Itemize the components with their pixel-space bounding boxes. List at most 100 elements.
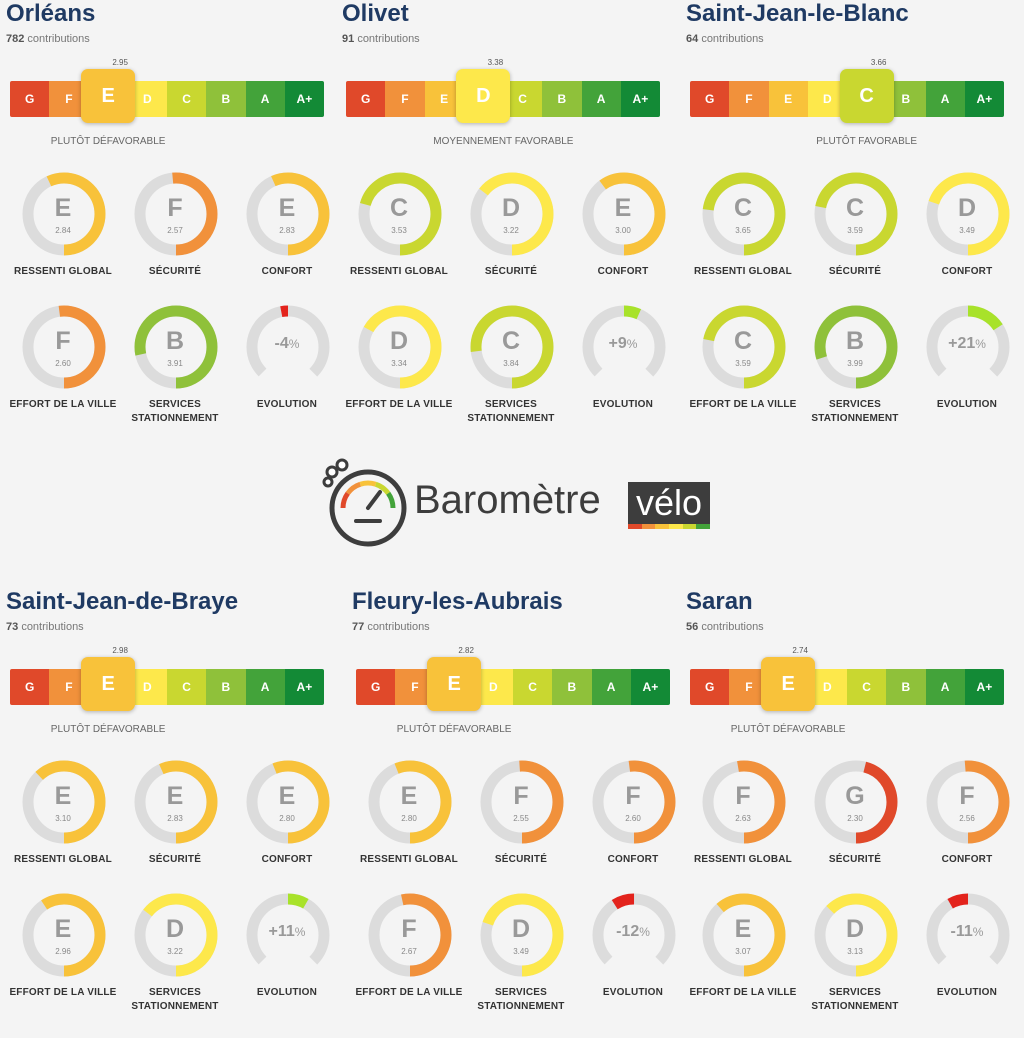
gauge-fill — [368, 760, 452, 844]
overall-score: 3.38 — [487, 58, 504, 67]
overall-score: 2.98 — [112, 646, 128, 655]
evolution-unit: % — [294, 925, 306, 939]
gauge-grade: F — [401, 915, 417, 943]
evolution-unit: % — [288, 337, 300, 351]
gauge-label: CONFORT — [261, 854, 313, 865]
city-name: Fleury-les-Aubrais — [352, 588, 563, 615]
contribution-count: 782 contributions — [6, 33, 90, 45]
gauge-grade: E — [166, 782, 184, 810]
gauge-grade: C — [389, 194, 409, 222]
overall-verdict: MOYENNEMENT FAVORABLE — [433, 136, 574, 147]
gauge-services: B 3.91 SERVICES STATIONNEMENT — [120, 305, 230, 425]
gauge-ring — [246, 305, 330, 389]
gauge-label: SÉCURITÉ — [828, 266, 882, 277]
gauge-label: EFFORT DE LA VILLE — [345, 399, 453, 410]
gauge-score: 2.30 — [847, 814, 863, 823]
scale-grade: B — [206, 81, 246, 117]
gauge-score: 2.83 — [167, 814, 183, 823]
rating-scale-bar: GFEDCBAA+ — [10, 669, 324, 705]
gauge-fill — [926, 760, 1010, 844]
gauge-ring — [926, 760, 1010, 844]
gauge-effort: F 2.67 EFFORT DE LA VILLE — [354, 893, 464, 1013]
gauge-fill — [22, 172, 106, 256]
contribution-label: contributions — [357, 33, 420, 45]
overall-grade-box: E — [427, 657, 482, 711]
scale-grade: A+ — [284, 81, 324, 117]
gauge-grade: E — [614, 194, 632, 222]
barometre-velo-logo: Baromètre vélo — [322, 458, 722, 550]
gauge-ring — [246, 760, 330, 844]
rating-scale: GFEDCBAA+C 3.66 PLUTÔT FAVORABLE — [690, 58, 1004, 147]
gauge-fill — [22, 760, 106, 844]
gauge-fill — [22, 305, 106, 389]
speedometer-icon — [322, 458, 407, 547]
gauge-label: SERVICES STATIONNEMENT — [467, 399, 555, 424]
evolution-marker — [582, 305, 666, 389]
gauge-securite: F 2.57 SÉCURITÉ — [120, 172, 230, 292]
evolution-unit: % — [626, 337, 638, 351]
scale-grade: A — [245, 81, 285, 117]
gauge-securite: E 2.83 SÉCURITÉ — [120, 760, 230, 880]
gauge-grade: E — [54, 782, 72, 810]
rating-scale: GFEDCBAA+E 2.98 PLUTÔT DÉFAVORABLE — [10, 646, 324, 735]
rating-scale: GFEDCBAA+E 2.95 PLUTÔT DÉFAVORABLE — [10, 58, 324, 147]
scale-grade: B — [542, 81, 582, 117]
gauge-label: SÉCURITÉ — [148, 854, 202, 865]
gauge-ring — [702, 172, 786, 256]
gauge-fill — [358, 305, 442, 389]
gauge-confort: D 3.49 CONFORT — [912, 172, 1022, 292]
gauge-effort: F 2.60 EFFORT DE LA VILLE — [8, 305, 118, 425]
gauge-score: 3.00 — [615, 226, 631, 235]
gauge-grade: E — [54, 915, 72, 943]
gauge-ring — [134, 172, 218, 256]
gauge-fill — [358, 172, 442, 256]
gauge-grade: E — [734, 915, 752, 943]
gauge-ring — [22, 305, 106, 389]
gauge-fill — [480, 760, 564, 844]
gauge-label: EFFORT DE LA VILLE — [9, 987, 117, 998]
contribution-count: 73 contributions — [6, 621, 84, 633]
scale-grade: G — [10, 669, 50, 705]
gauge-ring — [134, 893, 218, 977]
gauge-effort: D 3.34 EFFORT DE LA VILLE — [344, 305, 454, 425]
scale-grade: G — [690, 81, 730, 117]
gauge-label: CONFORT — [597, 266, 649, 277]
gauge-grade: F — [959, 782, 975, 810]
gauge-ring — [814, 172, 898, 256]
gauge-ring — [702, 305, 786, 389]
gauge-effort: C 3.59 EFFORT DE LA VILLE — [688, 305, 798, 425]
gauge-ring — [582, 172, 666, 256]
gauge-ring — [358, 305, 442, 389]
gauge-confort: F 2.60 CONFORT — [578, 760, 688, 880]
gauge-fill — [814, 305, 898, 389]
rating-scale: GFEDCBAA+E 2.74 PLUTÔT DÉFAVORABLE — [690, 646, 1004, 735]
gauge-ring — [926, 893, 1010, 977]
evolution-number: -4 — [274, 335, 289, 352]
gauge-ring — [814, 893, 898, 977]
gauge-securite: F 2.55 SÉCURITÉ — [466, 760, 576, 880]
gauge-score: 2.56 — [959, 814, 975, 823]
gauge-fill — [470, 305, 554, 389]
scale-grade: E — [768, 81, 808, 117]
gauge-score: 3.10 — [55, 814, 71, 823]
gauge-ring — [22, 893, 106, 977]
scale-grade: G — [356, 669, 396, 705]
gauge-ring — [246, 172, 330, 256]
scale-grade: F — [385, 81, 425, 117]
gauge-score: 2.60 — [625, 814, 641, 823]
scale-grade: A — [591, 669, 631, 705]
gauge-securite: C 3.59 SÉCURITÉ — [800, 172, 910, 292]
contribution-count: 91 contributions — [342, 33, 420, 45]
gauge-score: 3.07 — [735, 947, 751, 956]
city-name: Orléans — [6, 0, 96, 27]
contribution-number: 73 — [6, 621, 19, 633]
scale-grade: A+ — [964, 81, 1004, 117]
scale-grade: A+ — [964, 669, 1004, 705]
gauge-label: SERVICES STATIONNEMENT — [131, 987, 219, 1012]
contribution-label: contributions — [701, 621, 764, 633]
evolution-marker — [246, 305, 330, 389]
gauge-score: 2.80 — [401, 814, 417, 823]
gauge-services: C 3.84 SERVICES STATIONNEMENT — [456, 305, 566, 425]
